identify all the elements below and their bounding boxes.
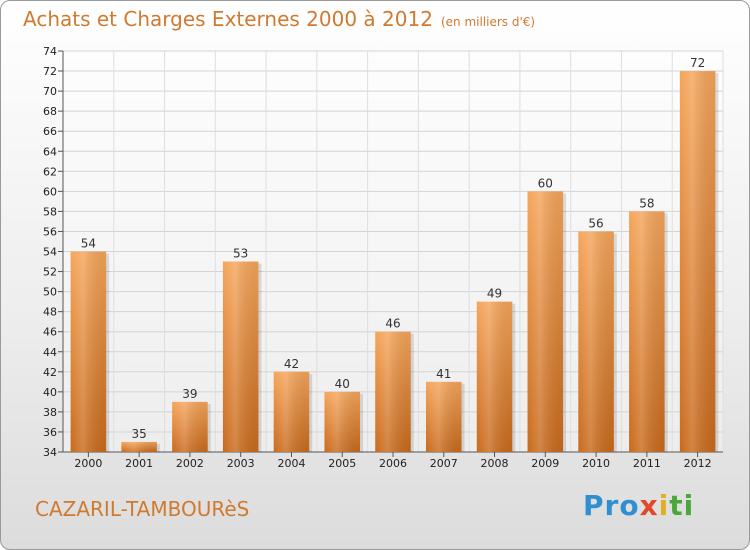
y-tick-label: 46 bbox=[43, 326, 57, 339]
x-tick-label: 2010 bbox=[582, 457, 610, 470]
bar-highlight bbox=[578, 231, 614, 452]
y-tick-label: 34 bbox=[43, 446, 57, 459]
y-tick-label: 72 bbox=[43, 65, 57, 78]
x-tick-label: 2001 bbox=[125, 457, 153, 470]
x-tick-label: 2004 bbox=[277, 457, 305, 470]
y-tick-label: 70 bbox=[43, 85, 57, 98]
y-tick-label: 58 bbox=[43, 205, 57, 218]
y-tick-label: 38 bbox=[43, 406, 57, 419]
logo-part-4: ti bbox=[669, 489, 695, 522]
logo-part-1: Pro bbox=[583, 489, 640, 522]
data-label: 42 bbox=[284, 357, 299, 371]
data-label: 54 bbox=[81, 237, 96, 251]
y-tick-label: 54 bbox=[43, 246, 57, 259]
bar-highlight bbox=[324, 391, 360, 452]
bar-highlight bbox=[222, 261, 259, 452]
bar-highlight bbox=[476, 301, 513, 452]
x-tick-label: 2008 bbox=[481, 457, 509, 470]
y-tick-label: 74 bbox=[43, 45, 57, 58]
data-label: 40 bbox=[335, 377, 350, 391]
y-tick-label: 40 bbox=[43, 386, 57, 399]
bar-highlight bbox=[426, 381, 462, 452]
x-tick-label: 2002 bbox=[176, 457, 204, 470]
y-tick-label: 48 bbox=[43, 306, 57, 319]
y-tick-label: 52 bbox=[43, 266, 57, 279]
y-tick-label: 68 bbox=[43, 105, 57, 118]
x-tick-label: 2006 bbox=[379, 457, 407, 470]
y-tick-label: 42 bbox=[43, 366, 57, 379]
bars bbox=[70, 71, 719, 453]
data-label: 72 bbox=[690, 56, 705, 70]
data-label: 35 bbox=[132, 427, 147, 441]
x-tick-label: 2012 bbox=[684, 457, 712, 470]
bar-highlight bbox=[629, 211, 665, 452]
bar-highlight bbox=[273, 371, 310, 452]
x-tick-label: 2003 bbox=[227, 457, 255, 470]
y-tick-label: 60 bbox=[43, 185, 57, 198]
chart-subtitle: (en milliers d'€) bbox=[440, 15, 536, 29]
x-tick-label: 2009 bbox=[531, 457, 559, 470]
data-label: 58 bbox=[639, 196, 654, 210]
data-label: 41 bbox=[436, 367, 451, 381]
y-tick-label: 62 bbox=[43, 165, 57, 178]
data-label: 46 bbox=[385, 317, 400, 331]
data-label: 53 bbox=[233, 247, 248, 261]
y-tick-label: 44 bbox=[43, 346, 57, 359]
x-tick-label: 2000 bbox=[74, 457, 102, 470]
bar-highlight bbox=[679, 71, 716, 453]
logo-part-2: x bbox=[639, 489, 659, 522]
y-tick-label: 64 bbox=[43, 145, 57, 158]
labels: 54 2000 35 2001 39 2002 53 2003 42 2004 40 2005 46 20… bbox=[74, 56, 711, 470]
y-tick-label: 36 bbox=[43, 426, 57, 439]
data-label: 60 bbox=[538, 176, 553, 190]
bar-highlight bbox=[70, 251, 107, 452]
commune-name: CAZARIL-TAMBOURèS bbox=[35, 497, 250, 521]
y-tick-label: 56 bbox=[43, 225, 57, 238]
logo-part-3: i bbox=[658, 489, 670, 522]
x-tick-label: 2011 bbox=[633, 457, 661, 470]
bar-highlight bbox=[527, 191, 564, 452]
proxiti-logo: Proxiti bbox=[583, 489, 694, 522]
y-tick-label: 66 bbox=[43, 125, 57, 138]
data-label: 49 bbox=[487, 287, 502, 301]
chart-title: Achats et Charges Externes 2000 à 2012 (e… bbox=[23, 7, 535, 31]
x-tick-label: 2005 bbox=[328, 457, 356, 470]
data-label: 39 bbox=[182, 387, 197, 401]
data-label: 56 bbox=[588, 216, 603, 230]
chart-title-text: Achats et Charges Externes 2000 à 2012 bbox=[23, 7, 433, 31]
x-tick-label: 2007 bbox=[430, 457, 458, 470]
bar-highlight bbox=[375, 331, 411, 452]
bar-highlight bbox=[172, 401, 208, 452]
y-tick-label: 50 bbox=[43, 286, 57, 299]
bar-highlight bbox=[121, 441, 157, 452]
